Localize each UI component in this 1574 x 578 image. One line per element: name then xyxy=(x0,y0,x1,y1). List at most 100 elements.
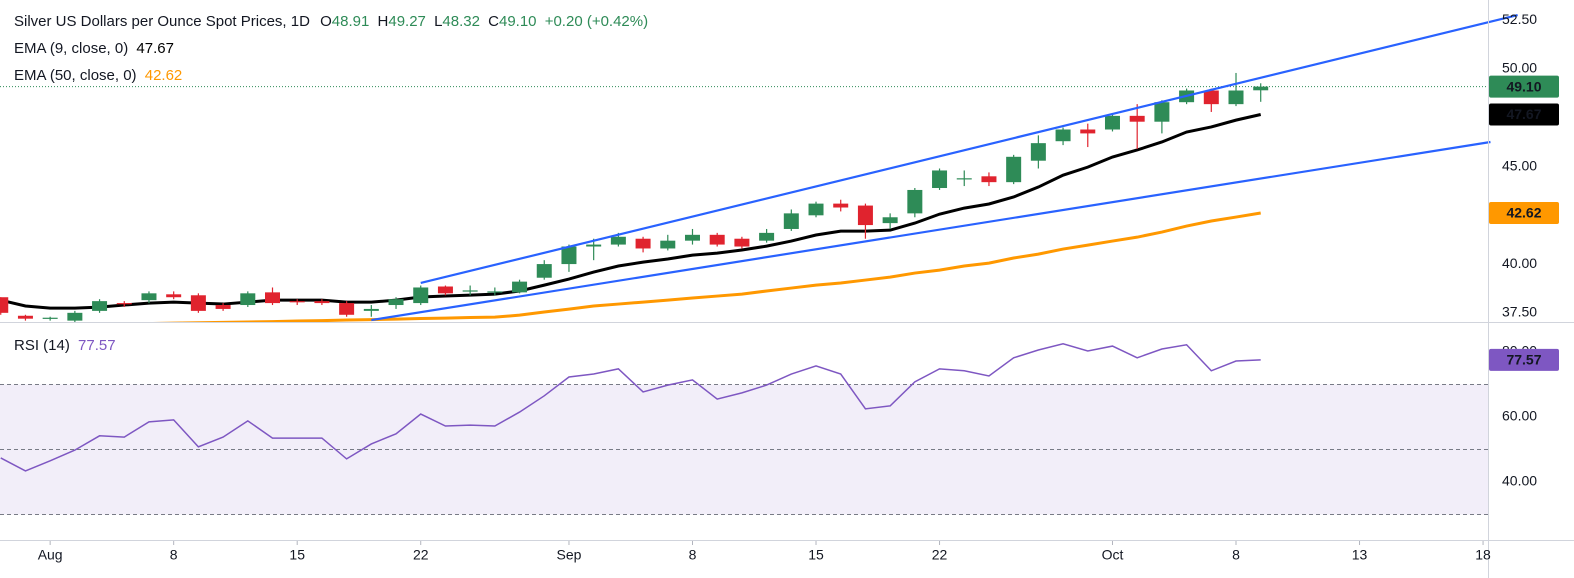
rsi-layer xyxy=(0,343,1261,472)
candle-body xyxy=(734,238,750,247)
y-tick-label: 52.50 xyxy=(1502,11,1537,27)
candle-body xyxy=(1030,143,1046,161)
candle-body xyxy=(437,286,453,294)
y-tick-label: 40.00 xyxy=(1502,473,1537,489)
last-price-badge xyxy=(1489,75,1559,98)
chart-header: Silver US Dollars per Ounce Spot Prices,… xyxy=(14,13,648,30)
candle-body xyxy=(610,236,626,245)
ema-badge-label: 47.67 xyxy=(1506,106,1541,122)
axis-layer: 37.5040.0045.0050.0052.5040.0060.0080.00… xyxy=(38,11,1538,563)
candle-body xyxy=(1253,86,1269,91)
x-tick-label: 15 xyxy=(289,547,305,563)
ema-badge-label: 42.62 xyxy=(1506,205,1541,221)
candle-body xyxy=(339,303,355,315)
candle-body xyxy=(264,292,280,304)
candle-body xyxy=(1129,115,1145,122)
legend-value: 77.57 xyxy=(78,337,116,354)
candle-body xyxy=(462,290,478,292)
candle-body xyxy=(215,305,231,309)
candle-body xyxy=(363,308,379,311)
candle-body xyxy=(981,176,997,183)
candle-body xyxy=(808,203,824,216)
candle-body xyxy=(882,217,898,224)
candle-body xyxy=(67,312,83,321)
candle-body xyxy=(635,238,651,249)
x-tick-label: 13 xyxy=(1352,547,1368,563)
legend-entry: RSI (14) 77.57 xyxy=(14,337,116,354)
legend-entry: EMA (9, close, 0) 47.67 xyxy=(14,40,174,57)
candle-body xyxy=(709,234,725,245)
candle-body xyxy=(907,189,923,214)
trend-line xyxy=(371,140,1491,322)
x-tick-label: 22 xyxy=(413,547,429,563)
rsi-badge xyxy=(1489,348,1559,371)
legend-name: EMA (9, close, 0) xyxy=(14,40,128,57)
candle-body xyxy=(956,178,972,180)
legend-value: 47.67 xyxy=(136,40,174,57)
y-tick-label: 37.50 xyxy=(1502,304,1537,320)
candle-body xyxy=(1104,115,1120,130)
candle-body xyxy=(0,297,9,313)
last-price-badge-label: 49.10 xyxy=(1506,78,1541,94)
legend-entry: EMA (50, close, 0) 42.62 xyxy=(14,67,182,84)
candle-body xyxy=(1154,102,1170,122)
change: +0.20 (+0.42%) xyxy=(545,13,648,30)
legend-value: 42.62 xyxy=(145,67,183,84)
candle-body xyxy=(413,287,429,304)
ohlc-letter: O xyxy=(320,13,332,30)
chart-title: Silver US Dollars per Ounce Spot Prices,… xyxy=(14,13,310,30)
candle-body xyxy=(190,295,206,311)
x-tick-label: 8 xyxy=(689,547,697,563)
candle-body xyxy=(586,244,602,247)
candle-body xyxy=(388,299,404,306)
price-layer xyxy=(0,72,1488,322)
overlay-layer xyxy=(371,13,1518,322)
y-tick-label: 45.00 xyxy=(1502,157,1537,173)
ohlc-value: 49.27 xyxy=(388,13,426,30)
y-tick-label: 40.00 xyxy=(1502,255,1537,271)
candle-body xyxy=(512,281,528,293)
candle-body xyxy=(684,234,700,241)
rsi-band-layer xyxy=(0,383,1488,515)
candle-body xyxy=(833,203,849,208)
ohlc-letter: H xyxy=(378,13,389,30)
ohlc-value: 49.10 xyxy=(499,13,537,30)
candle-body xyxy=(1203,90,1219,105)
ohlc-letter: C xyxy=(488,13,499,30)
x-tick-label: Oct xyxy=(1102,547,1124,563)
x-tick-label: 18 xyxy=(1475,547,1491,563)
trend-line xyxy=(420,13,1518,285)
x-tick-label: 22 xyxy=(932,547,948,563)
legend-name: RSI (14) xyxy=(14,337,70,354)
candle-body xyxy=(42,317,58,319)
rsi-line xyxy=(0,343,1261,472)
candle-body xyxy=(17,315,33,319)
x-tick-label: Sep xyxy=(557,547,582,563)
candle-body xyxy=(561,246,577,265)
badge-layer: 49.10 47.67 42.62 77.57 xyxy=(1489,75,1559,371)
legend-name: EMA (50, close, 0) xyxy=(14,67,137,84)
candle-body xyxy=(116,303,132,305)
candle-body xyxy=(166,294,182,298)
ohlc-value: 48.32 xyxy=(442,13,480,30)
candle-body xyxy=(289,301,305,303)
ema-badge xyxy=(1489,201,1559,224)
x-tick-label: Aug xyxy=(38,547,63,563)
x-tick-label: 8 xyxy=(170,547,178,563)
x-tick-label: 8 xyxy=(1232,547,1240,563)
candle-body xyxy=(141,293,157,301)
candle-body xyxy=(314,301,330,304)
candle-body xyxy=(240,293,256,306)
candle-body xyxy=(660,240,676,249)
candle-body xyxy=(759,232,775,241)
y-tick-label: 50.00 xyxy=(1502,60,1537,76)
candle-body xyxy=(92,301,108,311)
ema-line xyxy=(0,113,1262,310)
candle-body xyxy=(857,205,873,226)
ohlc-value: 48.91 xyxy=(332,13,370,30)
candle-body xyxy=(1055,129,1071,142)
ema-line xyxy=(152,211,1261,322)
candle-body xyxy=(487,291,503,293)
ohlc-letter: L xyxy=(434,13,442,30)
